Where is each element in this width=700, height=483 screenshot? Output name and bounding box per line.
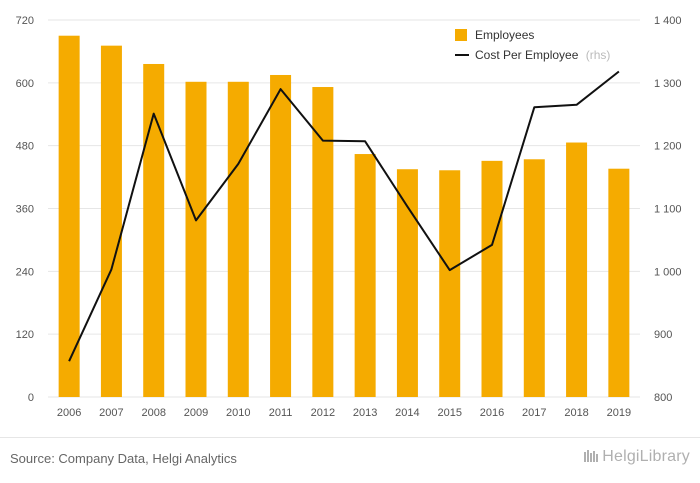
left-tick-label: 360 — [16, 204, 34, 216]
chart: 0 120 240 360 480 600 720 800 900 1 000 1 100 1 20… — [16, 15, 682, 419]
legend-note-rhs: (rhs) — [586, 48, 611, 62]
bar-2018 — [566, 142, 588, 397]
grid-lines — [48, 19, 640, 398]
bar-2016 — [481, 160, 503, 397]
bar-2013 — [354, 154, 376, 397]
left-axis-ticks: 0 120 240 360 480 600 720 — [16, 15, 34, 404]
legend-swatch-employees — [455, 29, 467, 41]
x-axis-ticks: 2006 2007 2008 2009 2010 2011 2012 2013 2014 2015… — [57, 407, 631, 419]
right-tick-label: 1 000 — [654, 266, 682, 278]
left-tick-label: 0 — [28, 392, 34, 404]
right-tick-label: 800 — [654, 392, 672, 404]
left-tick-label: 120 — [16, 329, 34, 341]
right-axis-ticks: 800 900 1 000 1 100 1 200 1 300 1 400 — [654, 15, 682, 404]
footer-divider — [0, 437, 700, 438]
left-tick-label: 480 — [16, 141, 34, 153]
x-tick-label: 2016 — [480, 407, 504, 419]
right-tick-label: 1 100 — [654, 204, 682, 216]
x-tick-label: 2018 — [564, 407, 588, 419]
x-tick-label: 2013 — [353, 407, 377, 419]
x-tick-label: 2009 — [184, 407, 208, 419]
bar-2008 — [143, 63, 165, 397]
bar-2010 — [227, 81, 249, 398]
bar-2006 — [58, 35, 80, 397]
left-tick-label: 600 — [16, 78, 34, 90]
x-tick-label: 2006 — [57, 407, 81, 419]
cost-per-employee-polyline — [68, 70, 620, 362]
legend-label-cost-text: Cost Per Employee — [475, 48, 579, 62]
left-tick-label: 240 — [16, 266, 34, 278]
bar-2007 — [100, 45, 122, 397]
x-tick-label: 2011 — [269, 407, 293, 419]
left-tick-label: 720 — [16, 15, 34, 27]
bar-2009 — [185, 81, 207, 398]
x-tick-label: 2014 — [395, 407, 419, 419]
x-tick-label: 2019 — [607, 407, 631, 419]
cost-per-employee-line — [68, 70, 620, 362]
right-tick-label: 1 400 — [654, 15, 682, 27]
right-tick-label: 900 — [654, 329, 672, 341]
x-tick-label: 2010 — [226, 407, 250, 419]
x-tick-label: 2008 — [141, 407, 165, 419]
right-tick-label: 1 300 — [654, 78, 682, 90]
x-tick-label: 2007 — [99, 407, 123, 419]
x-tick-label: 2012 — [311, 407, 335, 419]
employees-bars — [58, 35, 630, 398]
legend: Employees Cost Per Employee (rhs) — [455, 28, 610, 62]
bar-2019 — [608, 168, 630, 397]
brand-name: HelgiLibrary — [602, 448, 690, 465]
right-tick-label: 1 200 — [654, 141, 682, 153]
source-note: Source: Company Data, Helgi Analytics — [10, 451, 237, 466]
bar-2017 — [523, 159, 545, 397]
legend-label-employees: Employees — [475, 28, 534, 42]
bar-2011 — [270, 74, 292, 398]
legend-label-cost-per-employee: Cost Per Employee (rhs) — [475, 48, 610, 62]
x-tick-label: 2015 — [437, 407, 461, 419]
x-tick-label: 2017 — [522, 407, 546, 419]
bar-2014 — [396, 169, 418, 397]
bar-2012 — [312, 87, 334, 398]
brand-logo: HelgiLibrary — [583, 448, 690, 466]
bar-2015 — [439, 170, 461, 397]
library-icon — [584, 450, 599, 462]
